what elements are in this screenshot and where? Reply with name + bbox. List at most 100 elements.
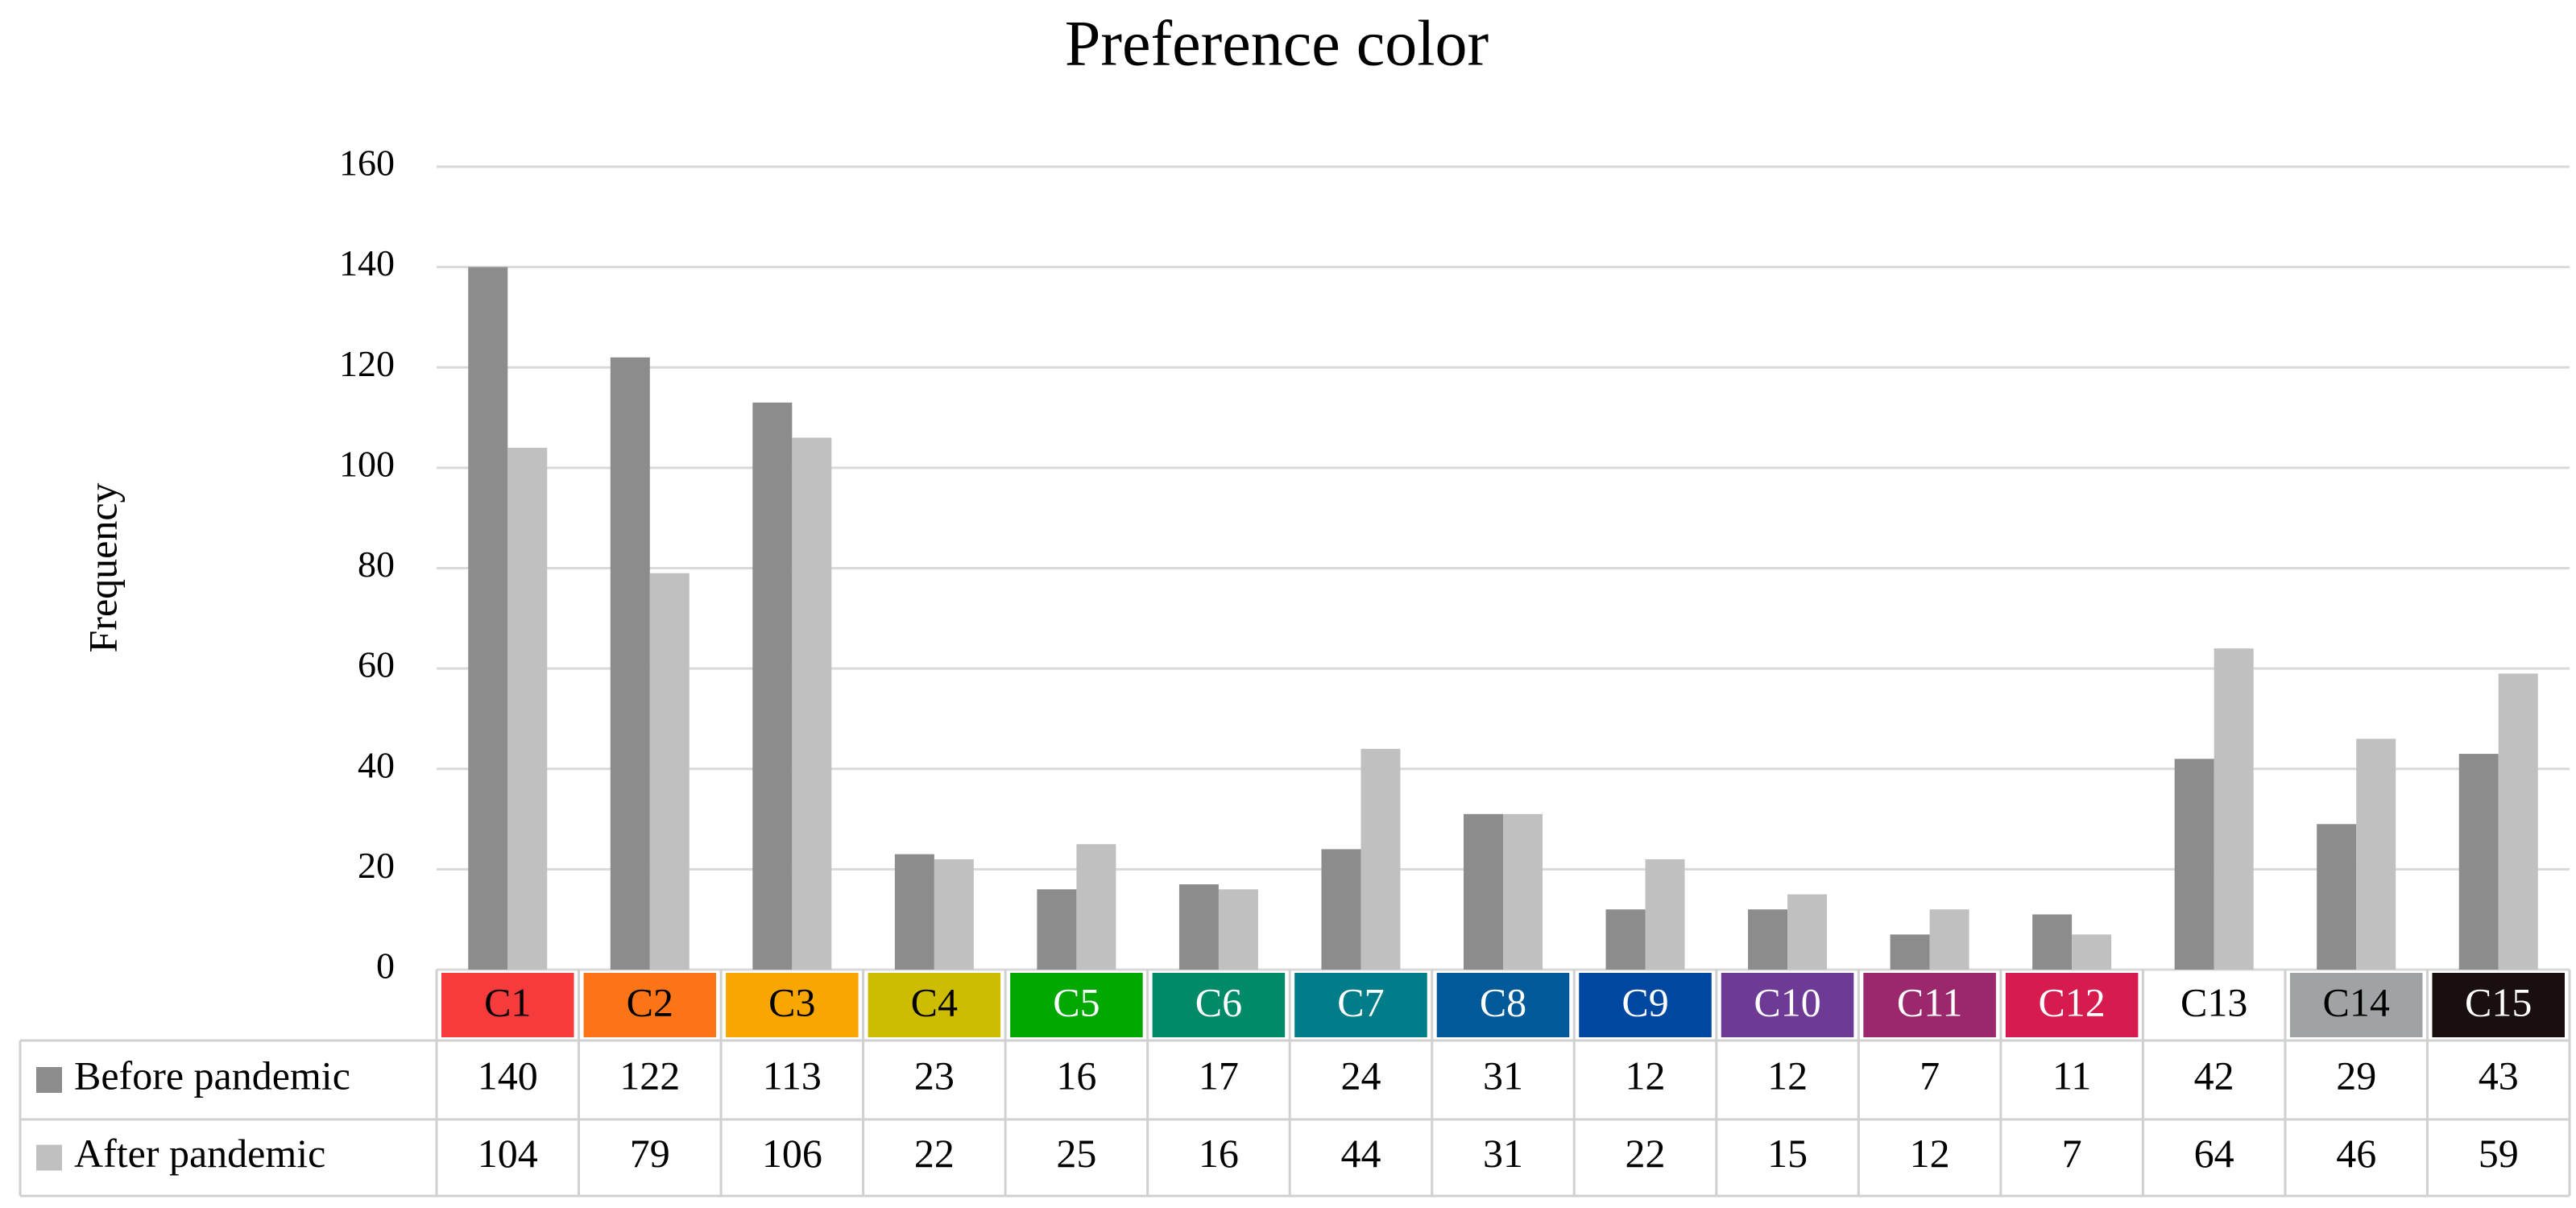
bar <box>2317 824 2357 970</box>
table-value: 16 <box>1056 1053 1096 1098</box>
legend-label: Before pandemic <box>74 1053 350 1098</box>
x-tick-label: C12 <box>2038 979 2105 1024</box>
bar <box>1645 858 1685 970</box>
table-value: 44 <box>1340 1131 1381 1176</box>
bar <box>1748 909 1788 970</box>
x-tick-label: C11 <box>1897 979 1963 1024</box>
y-axis-label: Frequency <box>80 482 125 652</box>
category-swatch <box>1579 973 1712 1037</box>
bar <box>1321 849 1361 970</box>
table-value: 122 <box>619 1053 680 1098</box>
category-swatch <box>2289 973 2423 1037</box>
table-value: 15 <box>1767 1131 1808 1176</box>
category-swatch <box>2147 973 2280 1037</box>
bar <box>2356 738 2396 970</box>
y-tick-label: 0 <box>376 945 395 987</box>
table-value: 16 <box>1199 1131 1239 1176</box>
bar <box>1929 909 1969 970</box>
bar <box>1787 894 1828 970</box>
y-tick-label: 160 <box>339 143 395 184</box>
table-value: 17 <box>1199 1053 1239 1098</box>
bar <box>2072 934 2112 970</box>
category-swatch <box>1436 973 1570 1037</box>
table-value: 59 <box>2479 1131 2519 1176</box>
y-tick-label: 40 <box>358 744 395 785</box>
table-value: 64 <box>2194 1131 2234 1176</box>
bar <box>2174 759 2214 970</box>
bar <box>1890 934 1930 970</box>
bar <box>468 267 508 970</box>
bar <box>752 402 793 970</box>
table-value: 12 <box>1910 1131 1950 1176</box>
table-value: 106 <box>762 1131 822 1176</box>
x-tick-label: C5 <box>1053 979 1100 1024</box>
legend-swatch <box>36 1067 62 1093</box>
x-tick-label: C13 <box>2180 979 2247 1024</box>
table-value: 43 <box>2479 1053 2519 1098</box>
table-value: 11 <box>2052 1053 2091 1098</box>
category-swatch <box>726 973 859 1037</box>
table-value: 22 <box>1626 1131 1666 1176</box>
bar <box>2032 914 2073 970</box>
x-tick-label: C6 <box>1195 979 1242 1024</box>
bar <box>894 854 934 970</box>
y-tick-label: 120 <box>339 343 395 384</box>
category-swatch <box>583 973 717 1037</box>
table-value: 22 <box>914 1131 955 1176</box>
y-tick-label: 80 <box>358 544 395 585</box>
bar <box>1218 889 1258 970</box>
x-tick-label: C1 <box>484 979 531 1024</box>
table-value: 24 <box>1340 1053 1381 1098</box>
x-tick-label: C4 <box>911 979 958 1024</box>
table-value: 25 <box>1056 1131 1096 1176</box>
table-value: 79 <box>630 1131 670 1176</box>
table-value: 104 <box>478 1131 538 1176</box>
bar <box>1503 813 1543 970</box>
x-tick-label: C8 <box>1480 979 1526 1024</box>
x-tick-label: C3 <box>768 979 815 1024</box>
y-tick-label: 140 <box>339 242 395 283</box>
bar <box>649 573 690 970</box>
bar <box>1360 748 1401 970</box>
category-swatch <box>1721 973 1854 1037</box>
bar <box>2458 754 2499 970</box>
legend-label: After pandemic <box>74 1131 325 1176</box>
bar <box>934 858 974 970</box>
bar <box>792 437 832 970</box>
table-value: 42 <box>2194 1053 2234 1098</box>
table-value: 12 <box>1626 1053 1666 1098</box>
table-value: 7 <box>2062 1131 2082 1176</box>
category-swatch <box>1863 973 1996 1037</box>
category-swatch <box>1152 973 1286 1037</box>
category-swatch <box>2432 973 2565 1037</box>
table-value: 31 <box>1483 1053 1523 1098</box>
table-value: 140 <box>478 1053 538 1098</box>
x-tick-label: C10 <box>1754 979 1820 1024</box>
category-swatch <box>868 973 1001 1037</box>
table-value: 31 <box>1483 1131 1523 1176</box>
legend-swatch <box>36 1144 62 1171</box>
bar <box>610 357 650 970</box>
table-value: 23 <box>914 1053 955 1098</box>
x-tick-label: C14 <box>2323 979 2390 1024</box>
bar <box>1605 909 1646 970</box>
category-swatch <box>1010 973 1143 1037</box>
y-tick-label: 60 <box>358 644 395 685</box>
y-tick-label: 20 <box>358 845 395 886</box>
category-swatch <box>441 973 574 1037</box>
category-swatch <box>2005 973 2139 1037</box>
y-tick-label: 100 <box>339 443 395 484</box>
table-value: 113 <box>763 1053 822 1098</box>
bar <box>1037 889 1077 970</box>
table-value: 46 <box>2336 1131 2376 1176</box>
table-value: 29 <box>2336 1053 2376 1098</box>
bar <box>507 447 548 970</box>
chart-title: Preference color <box>1065 8 1489 79</box>
bar <box>1464 813 1503 970</box>
x-tick-label: C15 <box>2465 979 2532 1024</box>
table-value: 7 <box>1920 1053 1940 1098</box>
bar <box>1178 884 1219 970</box>
bar <box>2498 673 2538 970</box>
x-tick-label: C2 <box>627 979 673 1024</box>
